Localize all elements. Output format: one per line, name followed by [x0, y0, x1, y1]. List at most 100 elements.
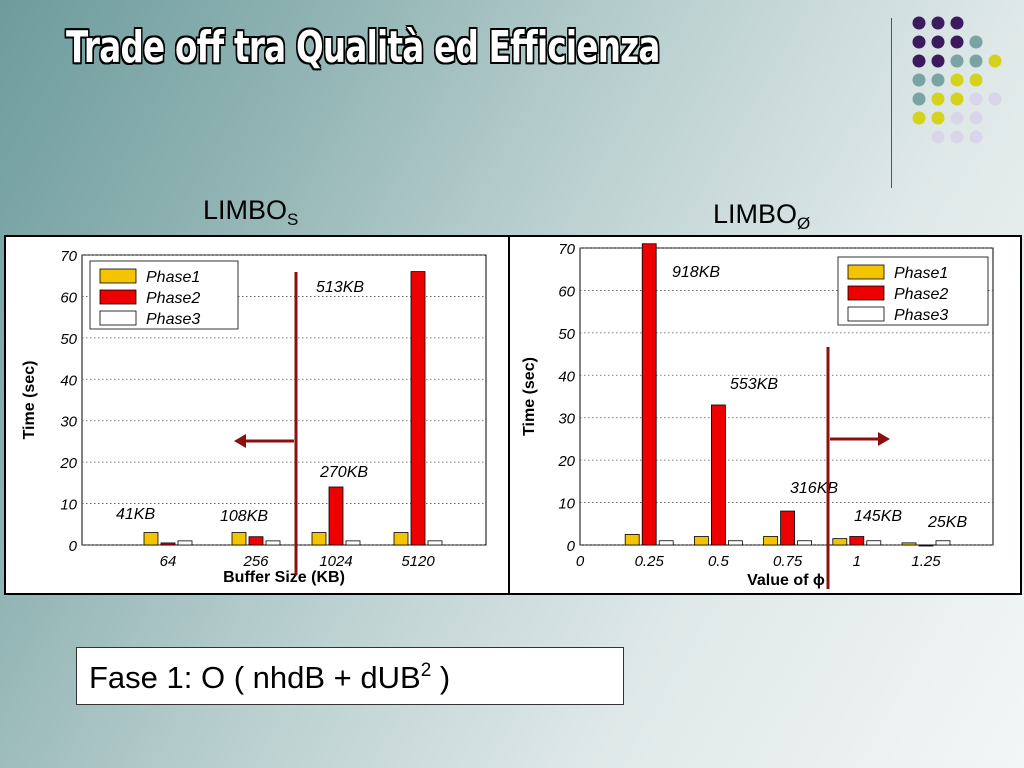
decorative-dot	[931, 111, 945, 125]
decorative-vertical-line	[891, 18, 892, 188]
y-tick-label: 70	[60, 248, 77, 265]
decorative-dot	[931, 54, 945, 68]
bar-value-label: 316KB	[790, 480, 838, 497]
legend-label: Phase2	[894, 286, 948, 303]
x-axis-label: Value of ϕ	[747, 572, 825, 589]
legend-label: Phase1	[894, 265, 948, 282]
x-tick-label: 0.25	[635, 553, 665, 570]
bar-phase1	[311, 532, 327, 546]
bar-phase2	[849, 536, 865, 546]
arrow-right-icon	[878, 432, 890, 446]
decorative-dot	[969, 54, 983, 68]
panel-label-right: LIMBOØ	[713, 199, 810, 234]
bar-phase2	[328, 486, 344, 546]
decorative-dot-grid	[912, 16, 1002, 144]
bar-phase1	[763, 536, 779, 546]
legend-label: Phase2	[146, 290, 200, 307]
panel-label-right-sub: Ø	[797, 214, 811, 233]
bar-phase3	[727, 540, 743, 546]
decorative-dot	[912, 92, 926, 106]
chart-panel-right: 0 10 20 30 40 50 60 70 Time (sec) Value of ϕ 0 0.25…	[508, 235, 1022, 595]
y-axis-label: Time (sec)	[521, 357, 538, 436]
y-tick-label: 50	[60, 331, 77, 348]
bar-phase2	[710, 404, 726, 546]
bar-phase2	[780, 510, 796, 546]
formula-box: Fase 1: O ( nhdB + dUB2 )	[76, 647, 624, 705]
x-axis-label: Buffer Size (KB)	[223, 569, 345, 586]
decorative-dot	[931, 130, 945, 144]
y-tick-label: 0	[69, 538, 78, 555]
legend-label: Phase1	[146, 269, 200, 286]
arrow-left-icon	[234, 434, 246, 448]
y-tick-label: 70	[558, 241, 575, 258]
bar-phase3	[265, 540, 281, 546]
legend-swatch-phase2	[847, 285, 885, 301]
chart-panel-left: 0 10 20 30 40 50 60 70 Time (sec) Buffer Size (KB…	[4, 235, 510, 595]
y-tick-label: 60	[60, 289, 77, 306]
decorative-dot	[969, 111, 983, 125]
decorative-dot	[912, 111, 926, 125]
bar-value-label: 553KB	[730, 376, 778, 393]
y-tick-label: 20	[557, 453, 575, 470]
decorative-dot	[988, 92, 1002, 106]
bar-value-label: 513KB	[316, 279, 364, 296]
decorative-dot	[988, 54, 1002, 68]
bar-value-label: 145KB	[854, 508, 902, 525]
bar-phase3	[797, 540, 813, 546]
slide-title: Trade off tra Qualità ed Efficienza	[66, 22, 660, 73]
bar-phase1	[693, 536, 709, 546]
bar-phase3	[935, 540, 951, 546]
decorative-dot	[912, 35, 926, 49]
formula-suffix: )	[431, 660, 451, 695]
decorative-dot	[969, 92, 983, 106]
bar-phase2	[918, 544, 934, 547]
chart-left: 0 10 20 30 40 50 60 70 Time (sec) Buffer Size (KB…	[21, 248, 487, 586]
x-tick-label: 1024	[319, 553, 352, 570]
x-tick-label: 256	[242, 553, 269, 570]
y-tick-label: 40	[558, 368, 575, 385]
decorative-dot	[912, 73, 926, 87]
x-tick-label: 0.75	[773, 553, 803, 570]
y-tick-label: 20	[59, 455, 77, 472]
y-tick-label: 30	[60, 414, 77, 431]
y-tick-label: 0	[567, 538, 576, 555]
bar-phase2	[641, 243, 657, 546]
bar-phase1	[832, 538, 848, 546]
bar-phase3	[866, 540, 882, 546]
panel-label-left: LIMBOS	[203, 195, 298, 230]
y-tick-label: 50	[558, 326, 575, 343]
bar-value-label: 25KB	[927, 514, 967, 531]
decorative-dot	[950, 130, 964, 144]
bar-phase3	[177, 540, 193, 546]
bar-phase2	[160, 542, 176, 546]
y-tick-label: 40	[60, 372, 77, 389]
panel-label-left-main: LIMBO	[203, 195, 288, 225]
decorative-dot	[950, 73, 964, 87]
chart-right: 0 10 20 30 40 50 60 70 Time (sec) Value of ϕ 0 0.25…	[521, 241, 994, 589]
x-tick-label: 1.25	[911, 553, 941, 570]
decorative-dot	[950, 54, 964, 68]
bar-phase3	[427, 540, 443, 546]
decorative-dot	[950, 92, 964, 106]
bar-value-label: 918KB	[672, 264, 720, 281]
decorative-dot	[931, 92, 945, 106]
bar-phase3	[345, 540, 361, 546]
decorative-dot	[931, 35, 945, 49]
legend-swatch-phase3	[99, 310, 137, 326]
bar-phase2	[410, 271, 426, 546]
decorative-dot	[950, 111, 964, 125]
bar-phase1	[143, 532, 159, 546]
x-tick-label: 1	[853, 553, 861, 570]
formula-prefix: Fase 1: O ( nhdB + dUB	[89, 660, 421, 695]
y-tick-label: 60	[558, 283, 575, 300]
decorative-dot	[969, 35, 983, 49]
decorative-dot	[912, 54, 926, 68]
y-axis-label: Time (sec)	[21, 361, 38, 440]
decorative-dot	[931, 16, 945, 30]
panel-label-right-main: LIMBO	[713, 199, 798, 229]
x-tick-label: 0	[576, 553, 585, 570]
legend-label: Phase3	[146, 311, 200, 328]
x-tick-label: 5120	[401, 553, 435, 570]
decorative-dot	[912, 16, 926, 30]
legend-swatch-phase3	[847, 306, 885, 322]
